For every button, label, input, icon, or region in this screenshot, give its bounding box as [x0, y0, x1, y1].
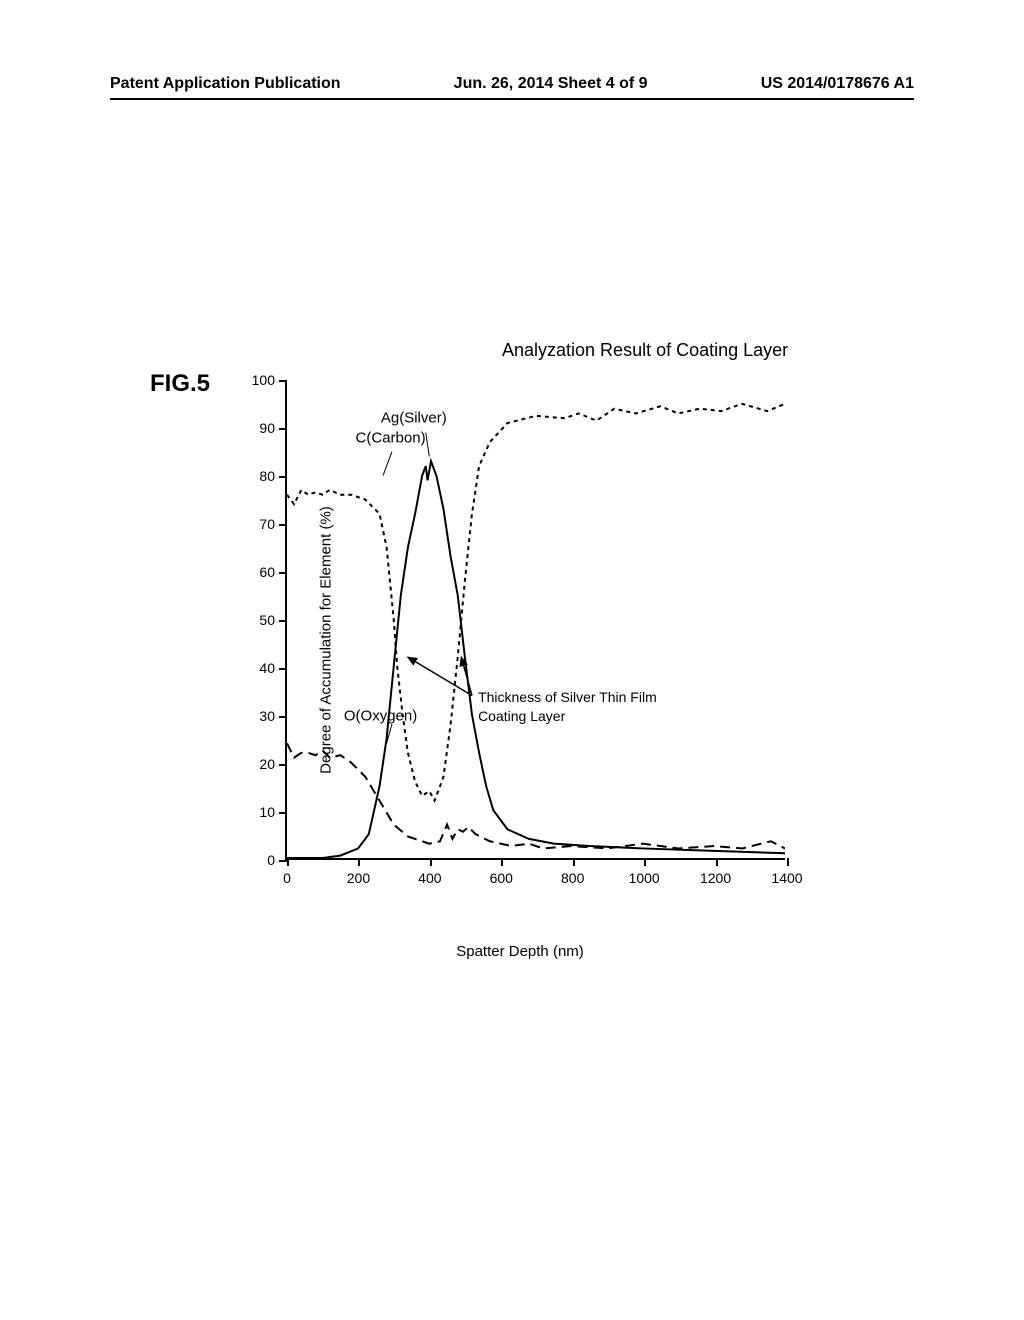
y-tick-label: 30 [249, 708, 275, 724]
x-tick-label: 1000 [629, 870, 660, 886]
series-label: Ag(Silver) [381, 410, 447, 427]
series-label: C(Carbon) [356, 429, 426, 446]
y-tick-label: 90 [249, 420, 275, 436]
figure-label: FIG.5 [150, 370, 210, 398]
series-label: O(Oxygen) [344, 708, 417, 725]
series-Ag(Silver) [287, 461, 785, 858]
y-tick [279, 524, 287, 526]
series-pointer [383, 452, 392, 476]
x-tick-label: 400 [418, 870, 441, 886]
y-tick-label: 40 [249, 660, 275, 676]
page-header: Patent Application Publication Jun. 26, … [0, 75, 1024, 93]
annotation-text: Thickness of Silver Thin FilmCoating Lay… [478, 688, 657, 724]
series-O(Oxygen) [287, 743, 785, 848]
y-tick-label: 50 [249, 612, 275, 628]
header-right: US 2014/0178676 A1 [761, 75, 914, 93]
chart-title: Analyzation Result of Coating Layer [502, 340, 788, 361]
chart-container: Degree of Accumulation for Element (%) 0… [240, 370, 800, 910]
y-tick [279, 812, 287, 814]
x-tick [787, 858, 789, 866]
x-tick [358, 858, 360, 866]
y-tick [279, 572, 287, 574]
x-tick [644, 858, 646, 866]
x-tick-label: 1400 [771, 870, 802, 886]
x-tick-label: 600 [490, 870, 513, 886]
y-tick [279, 428, 287, 430]
header-center: Jun. 26, 2014 Sheet 4 of 9 [454, 75, 648, 93]
y-tick [279, 380, 287, 382]
y-tick-label: 100 [249, 372, 275, 388]
x-tick [501, 858, 503, 866]
series-C(Carbon) [287, 404, 785, 801]
header-divider [110, 98, 914, 100]
plot-area: 0102030405060708090100020040060080010001… [285, 380, 785, 860]
y-tick-label: 80 [249, 468, 275, 484]
x-tick-label: 0 [283, 870, 291, 886]
x-tick [430, 858, 432, 866]
y-tick-label: 60 [249, 564, 275, 580]
x-tick-label: 1200 [700, 870, 731, 886]
x-tick-label: 200 [347, 870, 370, 886]
y-tick [279, 620, 287, 622]
y-tick [279, 860, 287, 862]
chart-svg [287, 380, 785, 858]
y-tick [279, 716, 287, 718]
header-left: Patent Application Publication [110, 75, 341, 93]
y-tick [279, 476, 287, 478]
y-tick [279, 764, 287, 766]
series-pointer [426, 433, 430, 457]
y-tick-label: 70 [249, 516, 275, 532]
y-tick-label: 10 [249, 804, 275, 820]
x-tick [573, 858, 575, 866]
y-tick-label: 20 [249, 756, 275, 772]
x-tick [287, 858, 289, 866]
x-tick-label: 800 [561, 870, 584, 886]
y-tick [279, 668, 287, 670]
y-tick-label: 0 [249, 852, 275, 868]
x-tick [716, 858, 718, 866]
x-axis-label: Spatter Depth (nm) [456, 943, 584, 960]
